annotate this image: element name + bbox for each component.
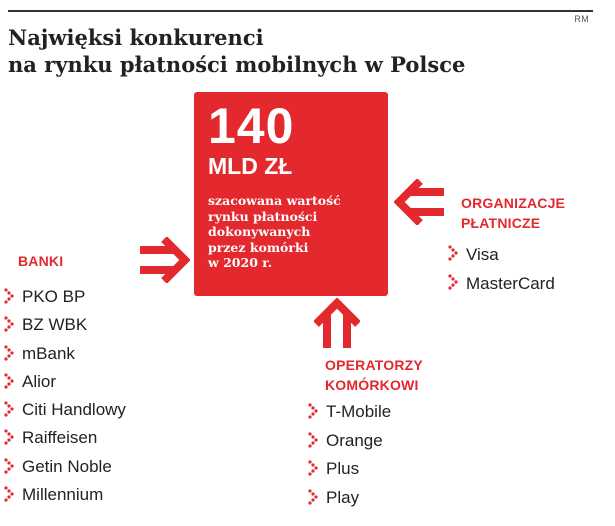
operators-heading-line: OPERATORZY [325,357,423,373]
list-item: Alior [4,368,126,396]
bank-name: Citi Handlowy [22,400,126,420]
bullet-icon [4,401,14,417]
operator-name: T-Mobile [326,402,392,421]
bank-name: Getin Noble [22,456,112,476]
bullet-icon [4,458,14,474]
operators-heading: OPERATORZY KOMÓRKOWI [325,355,423,395]
market-value-number: 140 [208,98,295,154]
list-item: mBank [4,340,126,368]
bank-name: PKO BP [22,287,86,306]
top-rule [8,10,593,12]
list-item: Raiffeisen [4,424,126,452]
description-line: szacowana wartość [208,193,341,208]
list-item: MasterCard [448,269,555,298]
market-value-box: 140 MLD ZŁ szacowana wartość rynku płatn… [194,92,388,296]
banks-arrow-icon [140,237,190,283]
list-item: Millennium [4,481,126,509]
organizations-heading-line: PŁATNICZE [461,215,541,231]
organizations-heading: ORGANIZACJE PŁATNICZE [461,193,565,233]
list-item: Play [308,484,391,513]
operators-heading-line: KOMÓRKOWI [325,377,419,393]
bullet-icon [4,288,14,304]
operator-name: Orange [326,430,383,450]
bullet-icon [4,373,14,389]
bullet-icon [308,488,318,505]
description-line: dokonywanych [208,224,311,239]
bank-name: Millennium [22,485,104,505]
description-line: w 2020 r. [208,255,273,270]
banks-list: PKO BP BZ WBK mBank Alior Citi Handlowy … [4,283,126,509]
list-item: Plus [308,455,391,484]
organization-name: MasterCard [466,274,555,293]
bank-name: Alior [22,371,57,391]
bullet-icon [4,344,14,361]
infographic-title: Najwięksi konkurenci na rynku płatności … [8,24,568,78]
market-value-unit: MLD ZŁ [208,153,293,179]
organization-name: Visa [466,245,499,264]
bank-name: Raiffeisen [22,428,98,448]
bullet-icon [448,274,458,290]
bullet-icon [4,486,14,502]
list-item: T-Mobile [308,398,391,427]
bullet-icon [308,431,318,448]
list-item: Visa [448,240,555,269]
organizations-arrow-icon [394,179,444,225]
bullet-icon [448,245,458,261]
title-line-2: na rynku płatności mobilnych w Polsce [8,52,466,77]
bullet-icon [308,460,318,476]
description-line: przez komórki [208,239,309,255]
author-credit: RM [574,14,589,24]
bullet-icon [4,429,14,446]
bullet-icon [4,316,14,332]
banks-heading-text: BANKI [18,253,64,269]
operator-name: Plus [326,459,360,478]
operators-list: T-Mobile Orange Plus Play [308,398,391,512]
title-line-1: Najwięksi konkurenci [8,25,264,50]
list-item: PKO BP [4,283,126,311]
operators-arrow-icon [314,298,360,348]
organizations-list: Visa MasterCard [448,240,555,298]
organizations-heading-line: ORGANIZACJE [461,195,566,211]
bank-name: BZ WBK [22,315,88,335]
operator-name: Play [326,487,360,507]
list-item: BZ WBK [4,311,126,339]
list-item: Orange [308,427,391,456]
list-item: Citi Handlowy [4,396,126,424]
bank-name: mBank [22,343,75,363]
description-line: rynku płatności [208,208,318,224]
banks-heading: BANKI [18,251,63,271]
market-value-description: szacowana wartość rynku płatności dokony… [208,193,384,271]
list-item: Getin Noble [4,453,126,481]
bullet-icon [308,403,318,419]
